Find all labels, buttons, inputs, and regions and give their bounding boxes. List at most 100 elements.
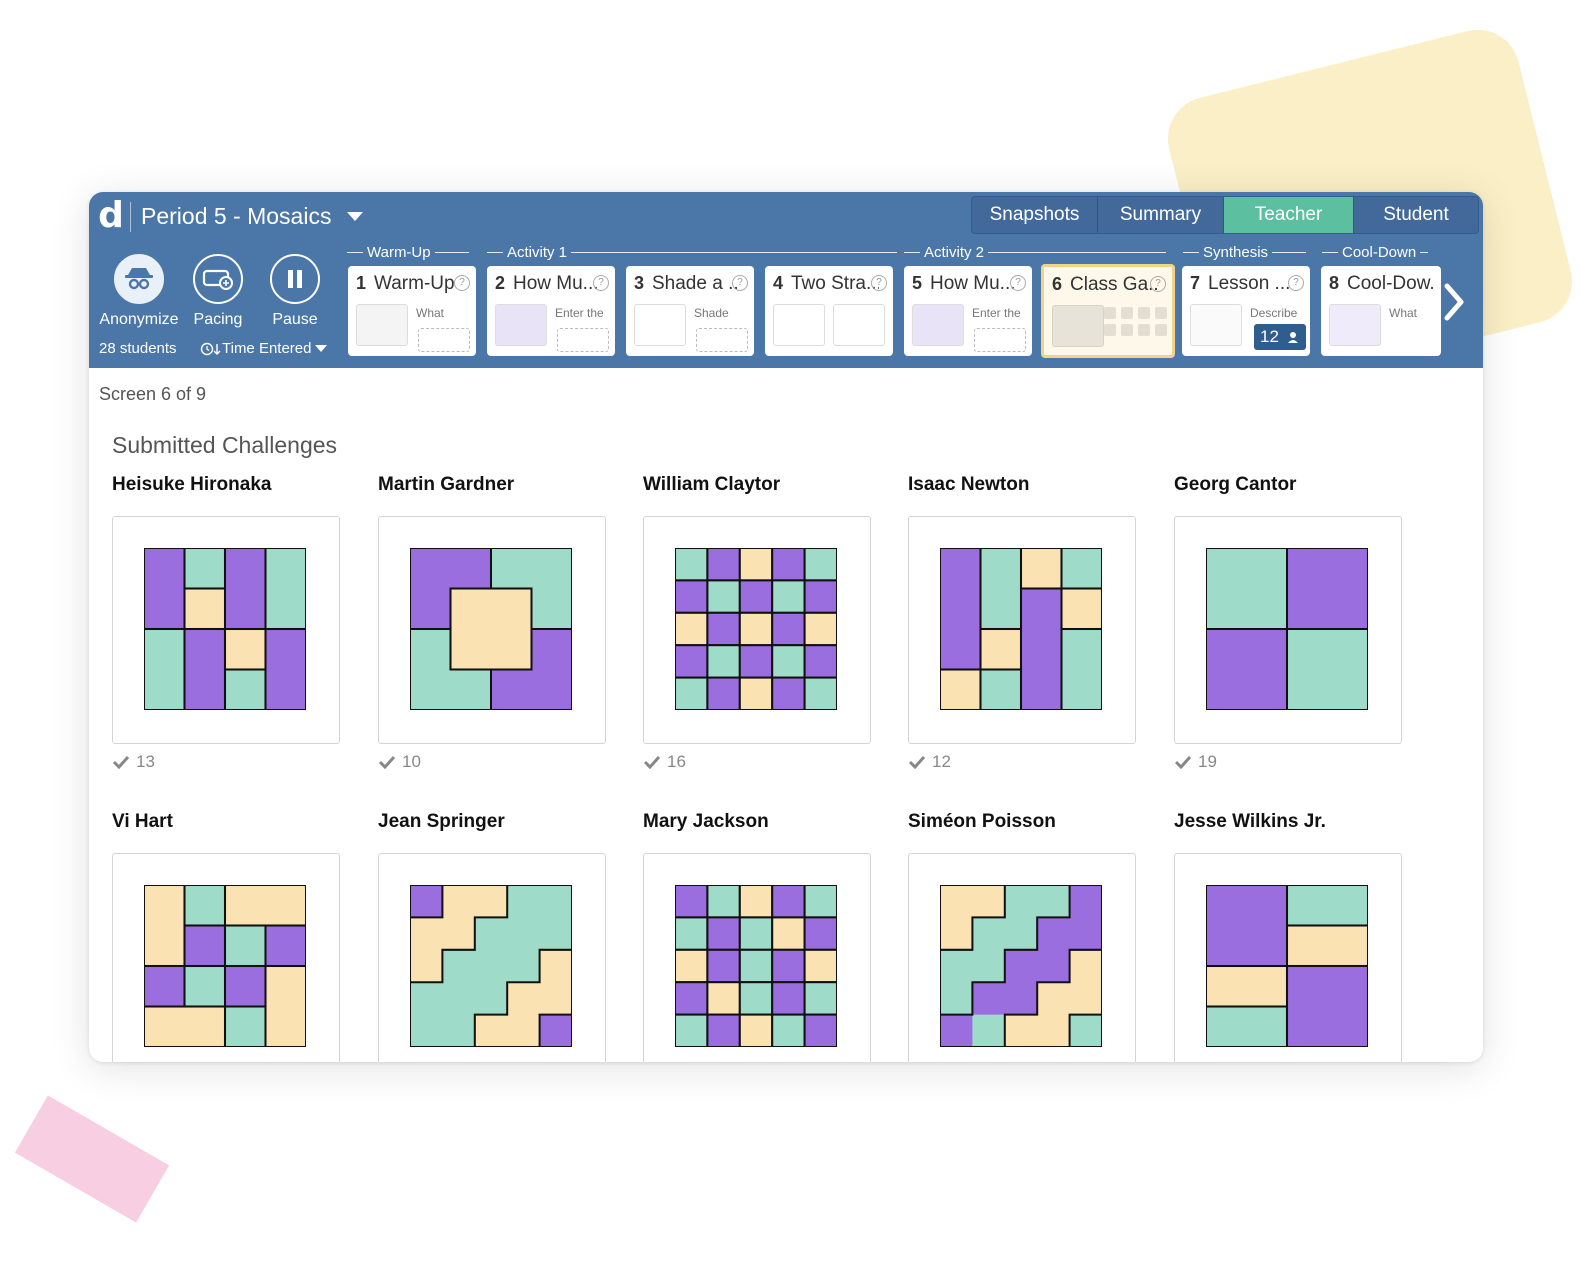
student-card[interactable]: Vi Hart bbox=[112, 811, 340, 1062]
response-count: 12 bbox=[1260, 327, 1279, 346]
table-icon bbox=[557, 328, 609, 352]
student-card[interactable]: Martin Gardner 10 bbox=[378, 474, 606, 772]
screen-card-1[interactable]: 1 Warm-Up ? What bbox=[348, 266, 476, 356]
student-name: Isaac Newton bbox=[908, 474, 1030, 495]
mosaic-tile bbox=[738, 644, 774, 679]
mosaic-tile bbox=[675, 644, 709, 679]
mosaic-tile bbox=[771, 1013, 806, 1047]
mosaic-frame[interactable] bbox=[112, 516, 340, 744]
activity-toolbar: Anonymize Pacing Pause 28 students bbox=[89, 242, 1483, 368]
student-card[interactable]: Jean Springer bbox=[378, 811, 606, 1062]
screen-card-7[interactable]: 7 Lesson ... ? Describe 12 bbox=[1182, 266, 1310, 356]
screen-card-6[interactable]: 6 Class Ga... ? bbox=[1041, 264, 1175, 358]
anonymize-label: Anonymize bbox=[99, 311, 179, 328]
mosaic-image bbox=[410, 885, 572, 1047]
vote-count[interactable]: 12 bbox=[908, 752, 1136, 772]
vote-number: 13 bbox=[136, 752, 155, 771]
vote-count[interactable]: 13 bbox=[112, 752, 340, 772]
anonymize-button[interactable] bbox=[114, 254, 164, 304]
sort-dropdown[interactable]: Time Entered bbox=[200, 340, 328, 357]
mosaic-frame[interactable] bbox=[643, 516, 871, 744]
info-icon[interactable]: ? bbox=[1010, 275, 1026, 291]
info-icon[interactable]: ? bbox=[454, 275, 470, 291]
screen-snippet: What bbox=[416, 306, 445, 320]
table-icon bbox=[974, 328, 1026, 352]
warmup-thumb-icon bbox=[356, 304, 408, 346]
mosaic-tile bbox=[803, 579, 837, 614]
student-card[interactable]: Jesse Wilkins Jr. bbox=[1174, 811, 1402, 1062]
mosaic-tile bbox=[738, 885, 774, 919]
screen-title: How Mu... bbox=[513, 273, 599, 294]
pacing-button[interactable] bbox=[193, 254, 243, 304]
screen-number: 2 bbox=[495, 273, 506, 293]
screen-number: 5 bbox=[912, 273, 923, 293]
mosaic-frame[interactable] bbox=[908, 853, 1136, 1062]
chevron-down-icon[interactable] bbox=[347, 212, 363, 221]
screen-card-4[interactable]: 4 Two Stra... ? bbox=[765, 266, 893, 356]
mosaic-image bbox=[940, 548, 1102, 710]
student-card[interactable]: William Claytor 16 bbox=[643, 474, 871, 772]
screen-card-3[interactable]: 3 Shade a ... ? Shade bbox=[626, 266, 754, 356]
student-card[interactable]: Georg Cantor 19 bbox=[1174, 474, 1402, 772]
section-activity-1: Activity 1 bbox=[487, 244, 898, 261]
screen-card-5[interactable]: 5 How Mu... ? Enter the bbox=[904, 266, 1032, 356]
mosaic-tile bbox=[803, 981, 837, 1016]
checkmark-icon bbox=[1174, 755, 1192, 769]
screen-snippet: Shade bbox=[694, 306, 729, 320]
incognito-icon bbox=[125, 268, 153, 290]
mosaic-tile bbox=[706, 579, 741, 614]
mosaic-image bbox=[1206, 548, 1368, 710]
checkmark-icon bbox=[643, 755, 661, 769]
sort-label: Time Entered bbox=[222, 340, 312, 357]
info-icon[interactable]: ? bbox=[732, 275, 748, 291]
mosaic-tile bbox=[803, 548, 837, 582]
vote-count[interactable]: 16 bbox=[643, 752, 871, 772]
mosaic-frame[interactable] bbox=[378, 516, 606, 744]
mosaic-tile bbox=[675, 611, 709, 647]
mosaic-frame[interactable] bbox=[378, 853, 606, 1062]
strategy-thumb-icon bbox=[773, 304, 825, 346]
tab-summary[interactable]: Summary bbox=[1098, 197, 1224, 233]
screen-card-2[interactable]: 2 How Mu... ? Enter the bbox=[487, 266, 615, 356]
anonymize-control[interactable]: Anonymize bbox=[94, 254, 184, 329]
mosaic-frame[interactable] bbox=[908, 516, 1136, 744]
pause-control[interactable]: Pause bbox=[250, 254, 340, 329]
mosaic-tile bbox=[771, 644, 806, 679]
student-card[interactable]: Mary Jackson bbox=[643, 811, 871, 1062]
student-card[interactable]: Isaac Newton bbox=[908, 474, 1136, 772]
mosaic-tile bbox=[706, 676, 741, 710]
mosaic-tile bbox=[803, 676, 837, 710]
mosaic-frame[interactable] bbox=[643, 853, 871, 1062]
info-icon[interactable]: ? bbox=[593, 275, 609, 291]
mosaic-tile bbox=[706, 644, 741, 679]
top-bar: d Period 5 - Mosaics Snapshots Summary T… bbox=[89, 192, 1483, 242]
next-screens-button[interactable] bbox=[1435, 262, 1473, 342]
vote-count[interactable]: 19 bbox=[1174, 752, 1402, 772]
mosaic-frame[interactable] bbox=[112, 853, 340, 1062]
screen-card-8[interactable]: 8 Cool-Dow... What bbox=[1321, 266, 1441, 356]
screen-title: How Mu... bbox=[930, 273, 1016, 294]
vote-count[interactable]: 10 bbox=[378, 752, 606, 772]
response-count-badge[interactable]: 12 bbox=[1254, 324, 1306, 350]
tab-snapshots[interactable]: Snapshots bbox=[972, 197, 1098, 233]
info-icon[interactable]: ? bbox=[871, 275, 887, 291]
mosaic-frame[interactable] bbox=[1174, 853, 1402, 1062]
info-icon[interactable]: ? bbox=[1150, 276, 1166, 292]
decorative-pink-shape bbox=[14, 1095, 170, 1223]
tab-student[interactable]: Student bbox=[1354, 197, 1478, 233]
pacing-control[interactable]: Pacing bbox=[173, 254, 263, 329]
desmos-logo[interactable]: d bbox=[98, 195, 124, 236]
mosaic-frame[interactable] bbox=[1174, 516, 1402, 744]
student-card[interactable]: Siméon Poisson bbox=[908, 811, 1136, 1062]
mosaic-image bbox=[675, 548, 837, 710]
pause-button[interactable] bbox=[270, 254, 320, 304]
class-selector[interactable]: Period 5 - Mosaics bbox=[141, 203, 332, 229]
mosaic-tile bbox=[675, 981, 709, 1016]
student-name: Jean Springer bbox=[378, 811, 505, 832]
mosaic-tile bbox=[738, 916, 774, 951]
student-card[interactable]: Heisuke Hironaka bbox=[112, 474, 340, 772]
mosaic-tile bbox=[738, 548, 774, 582]
info-icon[interactable]: ? bbox=[1288, 275, 1304, 291]
tab-teacher[interactable]: Teacher bbox=[1224, 197, 1354, 233]
student-name: Jesse Wilkins Jr. bbox=[1174, 811, 1326, 832]
